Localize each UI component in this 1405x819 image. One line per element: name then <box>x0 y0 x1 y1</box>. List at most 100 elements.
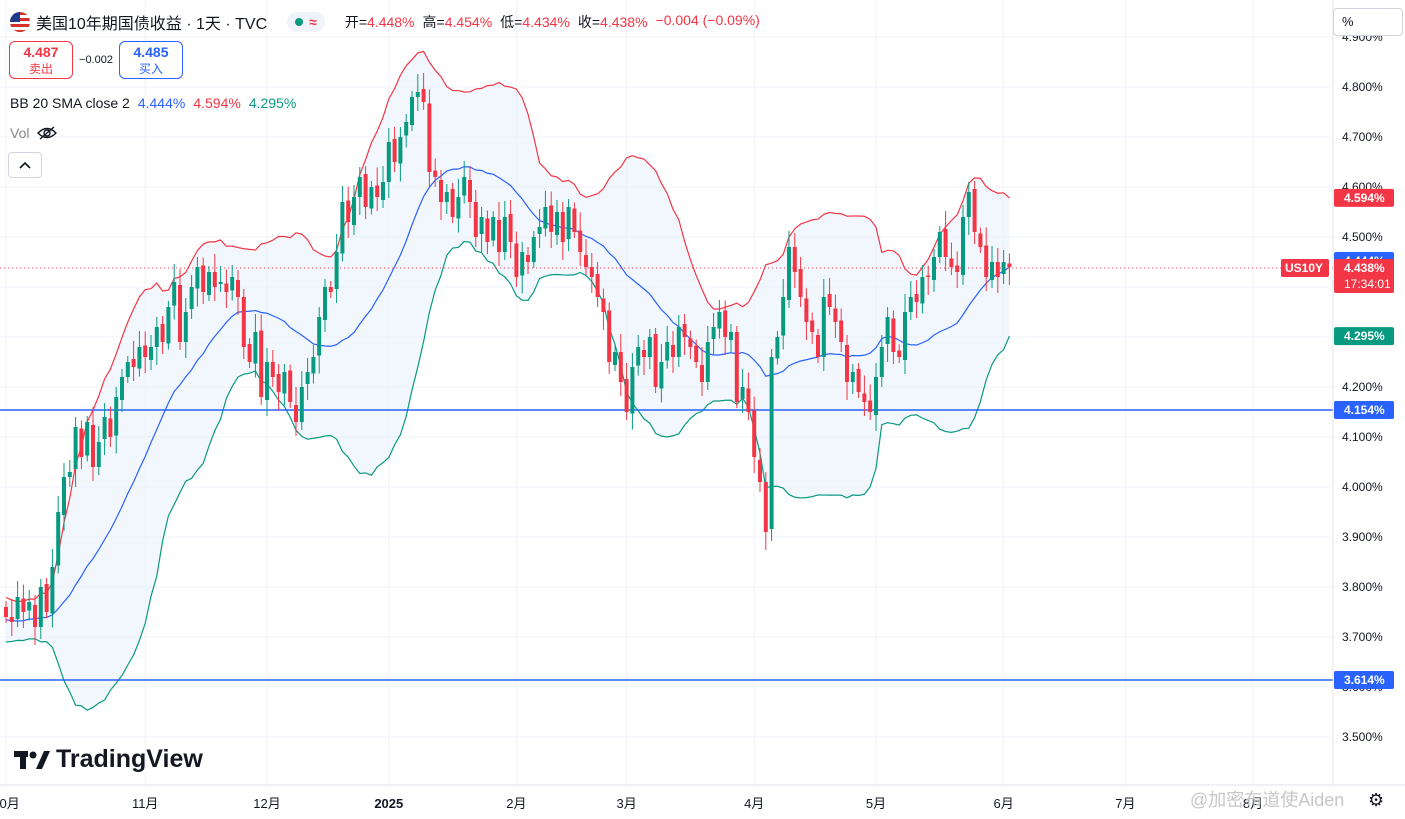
watermark: @加密布道使Aiden <box>1190 790 1345 810</box>
candle-body <box>676 327 681 357</box>
candle-body <box>294 405 298 422</box>
sell-button[interactable]: 4.487 卖出 <box>9 41 73 79</box>
candle <box>357 167 362 215</box>
x-tick-label: 3月 <box>616 796 636 811</box>
candle <box>218 266 223 292</box>
candle <box>479 207 484 252</box>
volume-legend[interactable]: Vol <box>10 125 58 141</box>
candle <box>67 460 72 487</box>
bb-basis-value: 4.444% <box>137 95 186 111</box>
candle-body <box>526 255 530 262</box>
candle <box>85 416 90 462</box>
scale-mode-button[interactable]: % <box>1333 8 1403 36</box>
candle-body <box>473 202 478 237</box>
candle-body <box>21 598 26 612</box>
candle-body <box>357 177 362 197</box>
candle <box>502 201 507 260</box>
x-tick-label: 5月 <box>866 796 886 811</box>
candle-body <box>740 387 745 399</box>
candle <box>485 210 490 254</box>
candle <box>804 288 809 340</box>
candle <box>178 269 182 350</box>
candle-body <box>763 482 768 532</box>
candle-body <box>995 262 1000 277</box>
volume-label: Vol <box>10 125 30 141</box>
candle <box>131 341 136 381</box>
candle <box>125 356 130 383</box>
eye-off-icon[interactable] <box>37 126 58 140</box>
candle-body <box>908 297 913 312</box>
candle-body <box>444 192 449 202</box>
candle-body <box>769 357 774 529</box>
candle <box>584 239 588 275</box>
candle <box>926 265 931 295</box>
x-tick-label: 6月 <box>993 796 1013 811</box>
candle-body <box>120 377 124 400</box>
symbol-title[interactable]: 美国10年期国债收益 · 1天 · TVC <box>36 16 268 33</box>
candle-body <box>798 269 803 297</box>
candle-body <box>50 567 55 614</box>
candle <box>589 253 594 293</box>
countdown-badge: 17:34:01 <box>1344 277 1391 291</box>
candle <box>520 242 525 294</box>
candle <box>862 375 867 416</box>
candle <box>537 209 542 248</box>
candle <box>508 200 513 258</box>
candle-body <box>729 332 733 340</box>
candle-body <box>305 372 310 384</box>
candle <box>230 265 235 301</box>
candle <box>752 396 757 473</box>
tradingview-logo[interactable]: TradingView <box>14 745 203 774</box>
candle <box>984 227 989 291</box>
candle-body <box>96 442 101 467</box>
candle-body <box>537 227 542 234</box>
candle-body <box>439 180 443 202</box>
candle <box>386 128 391 198</box>
candle <box>810 312 815 344</box>
candle-body <box>607 310 612 362</box>
candle <box>328 281 333 298</box>
candle-body <box>323 287 327 320</box>
candle <box>363 166 368 219</box>
candle <box>885 307 890 362</box>
collapse-legend-button[interactable] <box>8 152 42 178</box>
indicator-name: BB 20 SMA close 2 <box>10 95 130 111</box>
market-status[interactable]: ≈ <box>287 12 325 32</box>
candle <box>734 326 739 408</box>
candle-body <box>589 267 594 277</box>
candle <box>4 601 8 623</box>
candle-body <box>937 232 942 257</box>
candle <box>566 199 571 251</box>
candle <box>613 346 617 371</box>
candle <box>653 328 658 393</box>
level-badge-2: 3.614% <box>1344 673 1385 687</box>
upper-band-badge: 4.594% <box>1344 191 1385 205</box>
buy-button[interactable]: 4.485 买入 <box>119 41 183 79</box>
candle-body <box>845 345 849 382</box>
bollinger-lower-line <box>5 240 1010 711</box>
candle-body <box>386 142 391 182</box>
candle-body <box>700 365 704 382</box>
candle <box>531 231 536 268</box>
candle <box>879 335 884 387</box>
candle-body <box>462 177 467 196</box>
candle <box>578 212 583 266</box>
x-tick-label: 11月 <box>132 796 159 811</box>
y-tick-label: 3.700% <box>1342 630 1383 644</box>
candle-body <box>984 245 989 277</box>
candle-body <box>531 237 536 262</box>
candle-body <box>410 97 414 125</box>
candle <box>334 234 339 303</box>
candle <box>102 403 107 455</box>
gear-icon[interactable]: ⚙ <box>1368 790 1385 810</box>
candle <box>439 170 443 220</box>
bollinger-legend[interactable]: BB 20 SMA close 2 4.444% 4.594% 4.295% <box>10 95 296 111</box>
candle-body <box>914 294 919 302</box>
candle-body <box>665 342 670 361</box>
wave-icon: ≈ <box>309 14 317 30</box>
candle <box>850 364 855 394</box>
candle <box>491 211 496 247</box>
candle-body <box>241 297 246 347</box>
candle <box>160 316 165 354</box>
